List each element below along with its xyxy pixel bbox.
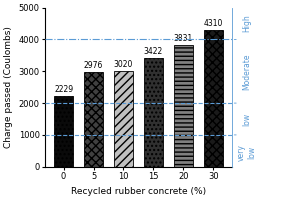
Text: 3020: 3020: [114, 60, 133, 69]
Bar: [144, 58, 163, 167]
Bar: [84, 72, 103, 167]
Bar: [114, 71, 133, 167]
Text: very
low: very low: [237, 144, 256, 161]
Bar: [54, 96, 73, 167]
Bar: [174, 45, 193, 167]
Text: 3422: 3422: [144, 47, 163, 56]
Text: Moderate: Moderate: [242, 53, 251, 90]
Text: 2976: 2976: [84, 61, 103, 70]
Text: low: low: [242, 112, 251, 126]
Y-axis label: Charge passed (Coulombs): Charge passed (Coulombs): [4, 26, 13, 148]
Text: 2229: 2229: [54, 85, 73, 94]
Bar: [204, 30, 223, 167]
Text: 3831: 3831: [174, 34, 193, 43]
X-axis label: Recycled rubber concrete (%): Recycled rubber concrete (%): [71, 187, 206, 196]
Text: 4310: 4310: [204, 19, 223, 28]
Text: High: High: [242, 15, 251, 32]
